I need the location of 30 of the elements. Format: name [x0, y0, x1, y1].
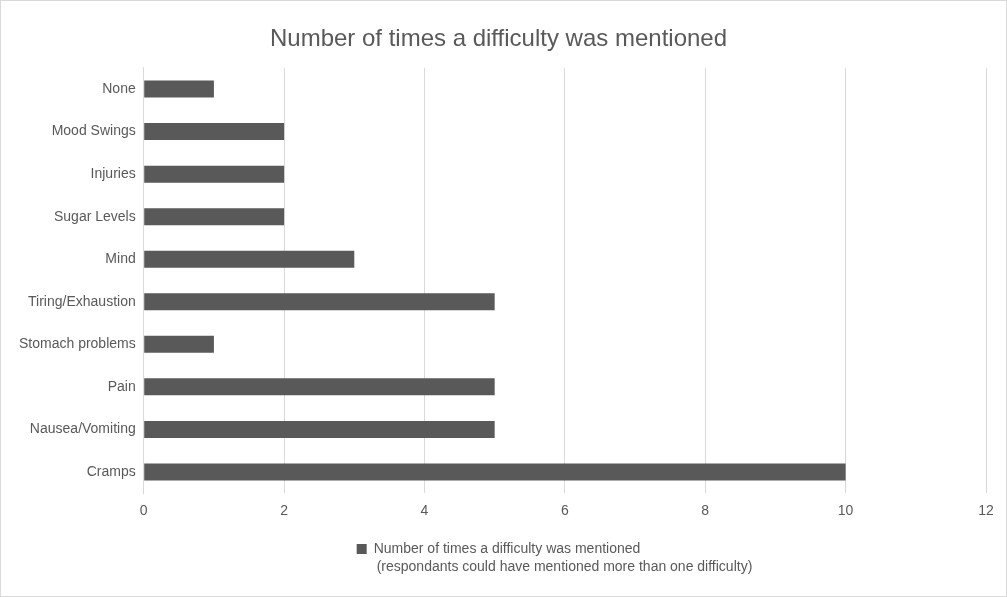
y-tick-label: Nausea/Vomiting: [29, 420, 136, 437]
legend-label: Number of times a difficulty was mentioned: [373, 539, 641, 556]
y-tick-label: Pain: [107, 377, 136, 394]
y-tick-label: Sugar Levels: [54, 207, 136, 224]
x-tick-label: 10: [837, 502, 854, 519]
y-tick-label: Mind: [105, 250, 136, 267]
text: (respondants could have mentioned more than one difficulty): [376, 557, 753, 574]
y-tick-label: Tiring/Exhaustion: [28, 292, 136, 309]
x-tick-label: 8: [701, 502, 710, 519]
x-tick-label: 6: [560, 502, 569, 519]
x-tick-label: 4: [420, 502, 429, 519]
bar: [144, 378, 495, 396]
y-tick-label: Mood Swings: [51, 122, 136, 139]
bar: [144, 335, 214, 353]
bar: [144, 123, 285, 141]
y-tick-label: Cramps: [86, 462, 136, 479]
chart-title: Number of times a difficulty was mentioned: [269, 24, 728, 52]
x-tick-label: 2: [280, 502, 289, 519]
bar: [144, 80, 214, 98]
bar: [144, 293, 495, 311]
bar: [144, 250, 355, 268]
bar: [144, 463, 846, 481]
bar: [144, 420, 495, 438]
y-tick-label: Stomach problems: [19, 335, 136, 352]
y-tick-label: None: [102, 79, 136, 96]
y-tick-label: Injuries: [90, 165, 136, 182]
x-tick-label: 12: [978, 502, 994, 519]
bar: [144, 208, 285, 226]
bar: [144, 165, 285, 183]
x-tick-label: 0: [139, 502, 148, 519]
